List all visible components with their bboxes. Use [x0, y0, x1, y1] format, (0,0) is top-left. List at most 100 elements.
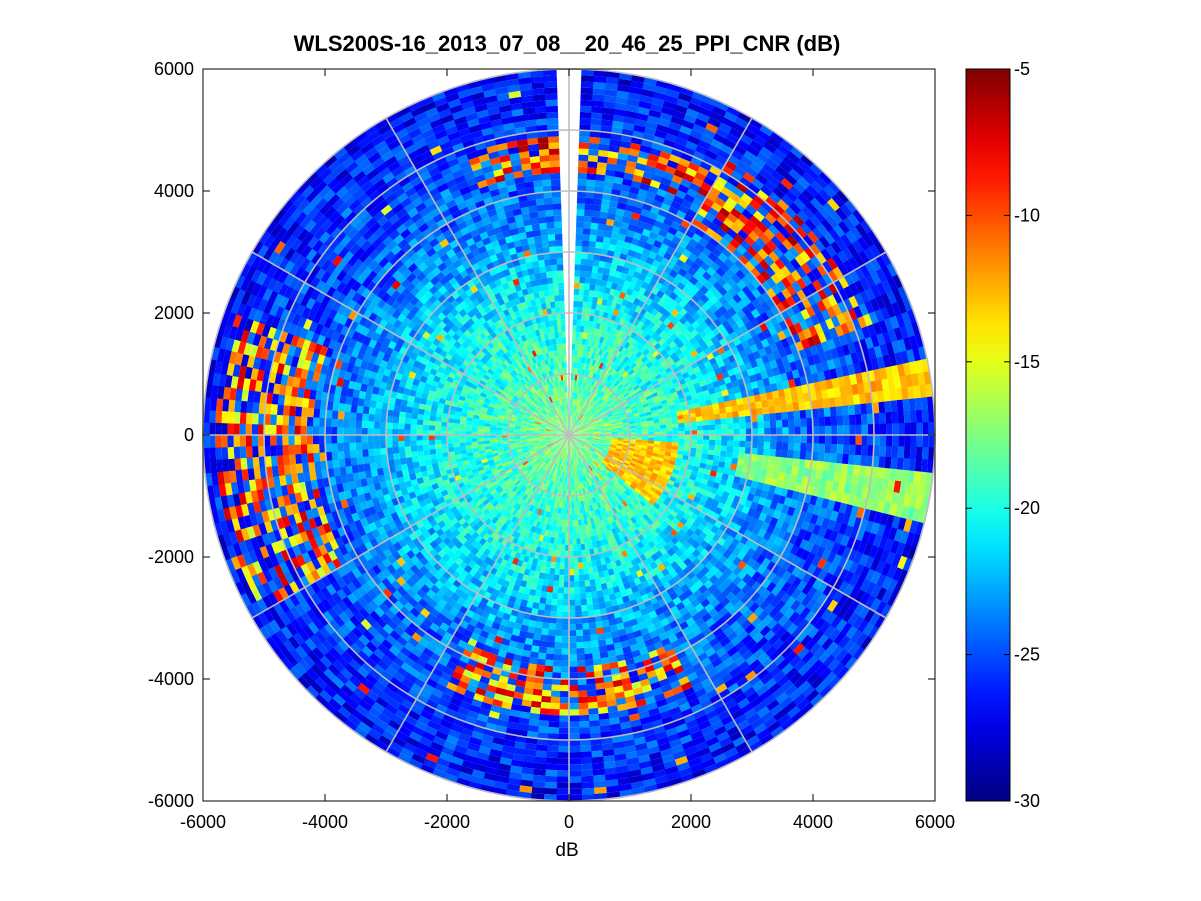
ppi-cell	[294, 415, 302, 426]
ppi-cell	[474, 757, 489, 767]
ppi-cell	[495, 610, 505, 619]
ppi-cell	[233, 446, 241, 459]
ppi-cell	[459, 438, 466, 443]
ppi-cell	[514, 597, 523, 606]
ppi-cell	[228, 399, 236, 412]
ppi-cell	[527, 556, 534, 565]
ppi-cell	[361, 434, 368, 443]
radial--168	[480, 435, 569, 794]
ppi-cell	[533, 682, 544, 690]
ppi-cell	[508, 595, 517, 604]
ppi-cell	[542, 616, 551, 624]
ppi-cell	[469, 652, 481, 662]
ppi-cell	[288, 434, 295, 446]
ppi-cell	[477, 428, 484, 433]
ppi-cell	[550, 467, 555, 475]
ppi-cell	[532, 774, 546, 782]
ppi-cell	[408, 758, 423, 770]
ppi-cell	[454, 685, 467, 696]
ppi-cell	[550, 690, 561, 698]
ppi-cell	[476, 713, 489, 723]
ppi-cell	[556, 519, 561, 527]
ppi-cell	[506, 677, 518, 686]
ppi-cell	[325, 426, 332, 436]
ppi-cell	[539, 707, 551, 715]
ppi-cell	[495, 437, 503, 441]
ppi-cell	[521, 767, 535, 775]
ppi-cell	[498, 551, 507, 559]
ppi-cell	[431, 688, 444, 699]
ppi-cell	[545, 763, 558, 771]
ppi-cell	[533, 596, 541, 604]
ppi-cell	[437, 698, 451, 709]
ppi-cell	[398, 440, 405, 448]
ppi-cell	[511, 628, 521, 637]
ppi-cell	[523, 643, 533, 652]
ppi-cell	[349, 449, 357, 459]
ppi-cell	[547, 473, 552, 480]
ppi-cell	[555, 469, 559, 477]
ppi-cell	[554, 531, 559, 539]
ppi-cell	[517, 717, 530, 725]
ppi-cell	[489, 607, 499, 617]
ppi-cell	[428, 672, 441, 683]
ppi-cell	[453, 744, 468, 755]
ppi-cell	[561, 452, 564, 459]
ppi-cell	[349, 434, 356, 443]
ppi-cell	[557, 476, 561, 483]
ppi-cell	[546, 498, 551, 506]
ppi-cell	[562, 446, 565, 453]
ppi-cell	[411, 450, 418, 458]
ppi-cell	[531, 506, 537, 514]
ppi-cell	[447, 702, 460, 713]
ppi-cell	[544, 659, 554, 667]
ppi-cell	[416, 424, 423, 431]
ppi-cell	[517, 585, 526, 594]
ppi-cell	[486, 760, 500, 770]
ppi-cell	[233, 434, 240, 447]
ppi-cell	[531, 558, 539, 566]
ppi-cell	[526, 517, 532, 525]
ppi-cell	[481, 669, 492, 679]
ppi-cell	[337, 418, 344, 428]
ppi-cell	[543, 665, 554, 673]
ppi-cell	[539, 489, 545, 497]
ppi-cell	[527, 531, 534, 539]
ppi-cell	[331, 434, 338, 444]
ppi-cell	[549, 506, 554, 513]
ppi-cell	[433, 762, 449, 774]
ppi-cell	[338, 458, 346, 468]
ppi-cell	[486, 632, 497, 642]
ppi-cell	[501, 545, 509, 554]
ppi-cell	[432, 709, 446, 720]
ppi-cell	[532, 519, 538, 527]
ppi-cell	[558, 464, 562, 471]
ppi-cell	[513, 741, 526, 750]
ppi-cell	[480, 701, 492, 711]
ppi-cell	[561, 446, 565, 452]
ppi-cell	[563, 459, 566, 466]
ppi-cell	[489, 704, 502, 714]
ppi-cell	[520, 705, 532, 713]
ppi-cell	[424, 752, 440, 764]
ppi-cell	[463, 753, 477, 764]
ppi-cell	[549, 567, 556, 575]
ppi-cell	[467, 657, 478, 667]
ppi-cell	[465, 427, 472, 432]
radial--176	[530, 435, 569, 801]
ppi-cell	[530, 491, 536, 499]
ppi-cell	[487, 678, 499, 688]
ppi-cell	[565, 477, 568, 484]
ppi-cell	[491, 588, 500, 597]
ppi-cell	[502, 612, 511, 621]
ppi-cell	[215, 422, 222, 436]
ppi-cell	[543, 498, 549, 505]
ppi-cell	[215, 434, 222, 448]
ppi-cell	[209, 459, 218, 473]
ppi-cell	[562, 514, 567, 521]
ppi-cell	[560, 672, 570, 679]
ppi-cell	[565, 447, 568, 454]
ppi-cell	[331, 426, 338, 436]
ppi-cell	[547, 549, 553, 556]
ppi-cell	[539, 547, 545, 555]
